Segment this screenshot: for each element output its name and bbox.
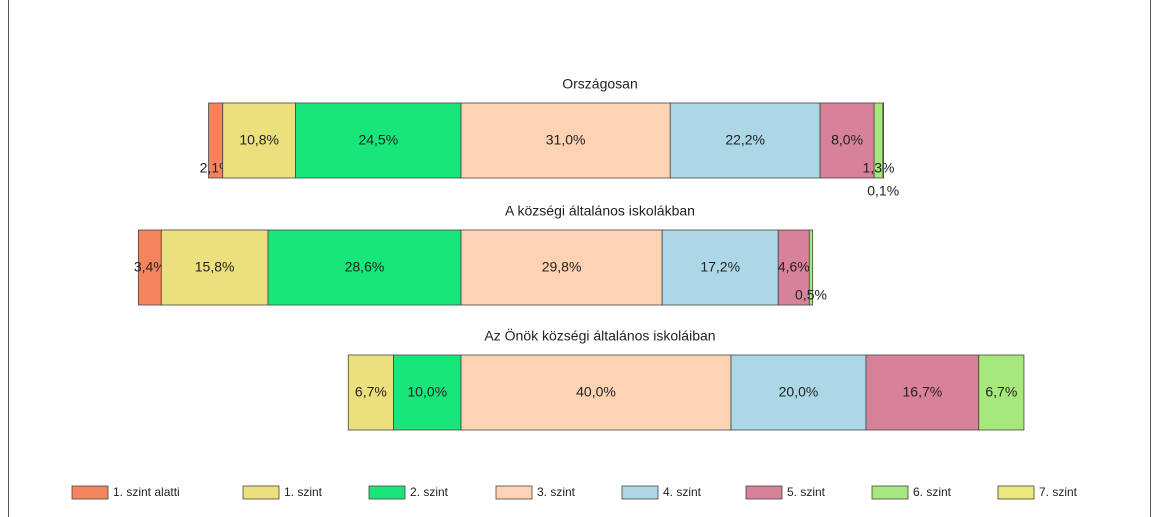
value-label: 0,1% bbox=[867, 183, 899, 199]
value-label: 22,2% bbox=[725, 132, 765, 148]
bar-segment bbox=[267, 229, 462, 306]
legend-label: 4. szint bbox=[663, 485, 702, 499]
bar-title: Országosan bbox=[562, 76, 637, 92]
bar-segment bbox=[460, 102, 671, 179]
bar-segment bbox=[661, 229, 779, 306]
legend-swatch bbox=[495, 485, 533, 500]
bar-title: A községi általános iskolákban bbox=[505, 203, 695, 219]
legend-swatch bbox=[621, 485, 659, 500]
value-label: 10,0% bbox=[407, 384, 447, 400]
value-label: 15,8% bbox=[195, 259, 235, 275]
value-label: 29,8% bbox=[542, 259, 582, 275]
bar-segment bbox=[882, 102, 884, 179]
bar-segment bbox=[819, 102, 875, 179]
legend-swatch bbox=[745, 485, 783, 500]
legend-swatch bbox=[997, 485, 1035, 500]
bar-segment bbox=[347, 354, 394, 431]
legend-swatch bbox=[871, 485, 909, 500]
bar-segment bbox=[808, 229, 814, 306]
bar-segment bbox=[777, 229, 810, 306]
value-label: 31,0% bbox=[546, 132, 586, 148]
legend-swatch bbox=[242, 485, 280, 500]
value-label: 1,3% bbox=[863, 160, 895, 176]
bar-segment bbox=[160, 229, 269, 306]
value-label: 10,8% bbox=[239, 132, 279, 148]
legend-label: 3. szint bbox=[537, 485, 576, 499]
value-label: 0,5% bbox=[795, 287, 827, 303]
value-label: 6,7% bbox=[355, 384, 387, 400]
legend-label: 1. szint bbox=[284, 485, 323, 499]
value-label: 20,0% bbox=[779, 384, 819, 400]
legend-label: 6. szint bbox=[913, 485, 952, 499]
value-label: 8,0% bbox=[831, 132, 863, 148]
bar-segment bbox=[393, 354, 462, 431]
legend-label: 7. szint bbox=[1039, 485, 1078, 499]
bar-segment bbox=[978, 354, 1025, 431]
value-label: 6,7% bbox=[985, 384, 1017, 400]
value-label: 24,5% bbox=[358, 132, 398, 148]
value-label: 17,2% bbox=[700, 259, 740, 275]
bar-title: Az Önök községi általános iskoláiban bbox=[484, 327, 715, 344]
value-label: 28,6% bbox=[345, 259, 385, 275]
legend-swatch bbox=[71, 485, 109, 500]
legend-label: 5. szint bbox=[787, 485, 826, 499]
legend-swatch bbox=[368, 485, 406, 500]
bar-segment bbox=[295, 102, 462, 179]
value-label: 4,6% bbox=[778, 259, 810, 275]
bar-segment bbox=[669, 102, 821, 179]
bar-segment bbox=[865, 354, 980, 431]
legend-label: 1. szint alatti bbox=[113, 485, 180, 499]
value-label: 40,0% bbox=[576, 384, 616, 400]
value-label: 3,4% bbox=[134, 259, 166, 275]
value-label: 16,7% bbox=[903, 384, 943, 400]
legend-label: 2. szint bbox=[410, 485, 449, 499]
